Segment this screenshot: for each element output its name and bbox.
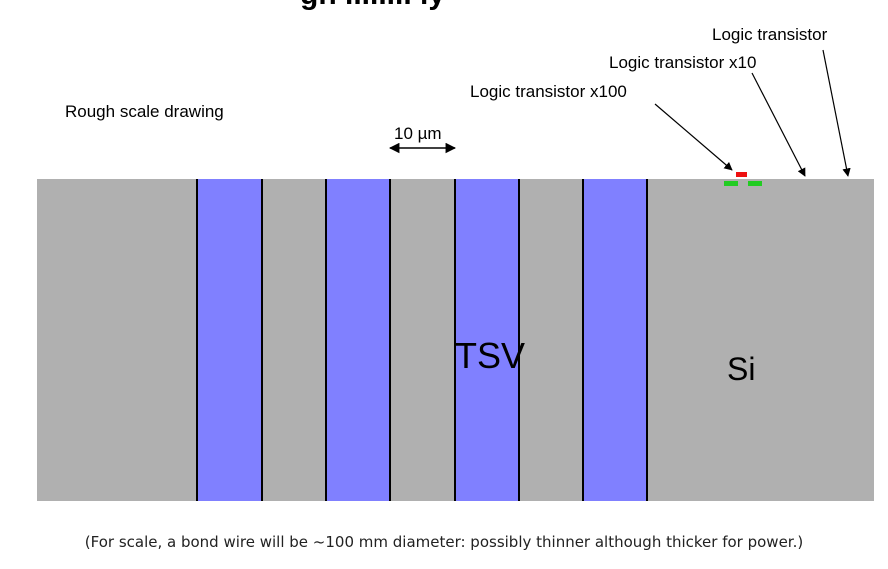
callout-arrow xyxy=(751,72,806,177)
transistor-gate xyxy=(736,172,747,177)
tsv-columns xyxy=(197,179,647,501)
transistor-source xyxy=(724,181,738,186)
callout-arrow xyxy=(654,103,733,171)
tsv-label: TSV xyxy=(455,335,525,376)
tsv-via xyxy=(197,179,262,501)
logic-transistor-label: Logic transistor xyxy=(712,25,828,44)
tsv-walls xyxy=(196,179,648,501)
si-label: Si xyxy=(727,351,755,387)
scale-bar-label: 10 µm xyxy=(394,124,442,143)
cropped-title: gn ........ ly xyxy=(300,0,445,11)
tsv-via xyxy=(455,179,519,501)
scale-caption: (For scale, a bond wire will be ~100 mm … xyxy=(84,533,804,551)
tsv-via xyxy=(583,179,647,501)
magnified-transistor xyxy=(724,172,762,186)
logic-transistor-x100-label: Logic transistor x100 xyxy=(470,82,627,101)
callout-arrow xyxy=(822,49,851,177)
rough-scale-note: Rough scale drawing xyxy=(65,102,224,121)
tsv-via xyxy=(326,179,390,501)
logic-transistor-x10-label: Logic transistor x10 xyxy=(609,53,756,72)
transistor-drain xyxy=(748,181,762,186)
